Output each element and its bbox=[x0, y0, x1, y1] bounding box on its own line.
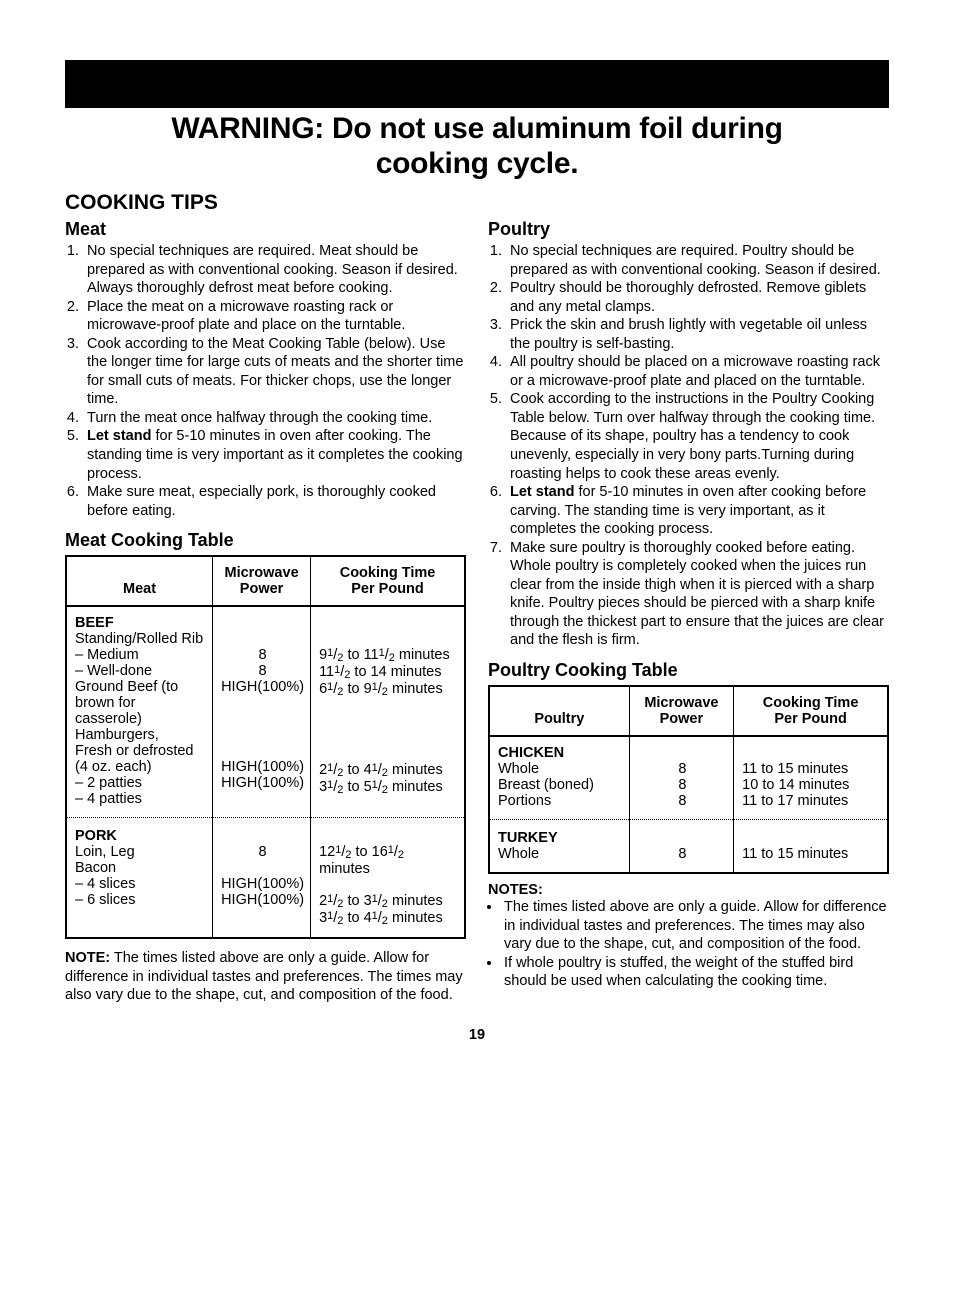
poultry-notes-label: NOTES: bbox=[488, 882, 889, 898]
tip-item: Make sure meat, especially pork, is thor… bbox=[83, 483, 466, 520]
tip-item: Turn the meat once halfway through the c… bbox=[83, 409, 466, 428]
meat-tips-list: No special techniques are required. Meat… bbox=[65, 242, 466, 520]
banner-bar bbox=[65, 60, 889, 108]
table-cell-time: 121/2 to 161/2 minutes21/2 to 31/2 minut… bbox=[311, 818, 465, 939]
poultry-notes-list: The times listed above are only a guide.… bbox=[488, 898, 889, 991]
table-cell-time: 11 to 15 minutes bbox=[734, 820, 888, 874]
tip-item: Prick the skin and brush lightly with ve… bbox=[506, 316, 889, 353]
table-cell-power: 888 bbox=[629, 736, 734, 820]
tip-item: Cook according to the instructions in th… bbox=[506, 390, 889, 483]
note-item: The times listed above are only a guide.… bbox=[502, 898, 889, 954]
table-cell-power: 88HIGH(100%)HIGH(100%)HIGH(100%) bbox=[213, 606, 311, 818]
table-cell-power: 8 bbox=[629, 820, 734, 874]
th-time: Cooking TimePer Pound bbox=[311, 556, 465, 606]
tip-item: No special techniques are required. Poul… bbox=[506, 242, 889, 279]
tip-item: Let stand for 5-10 minutes in oven after… bbox=[83, 427, 466, 483]
table-cell-time: 91/2 to 111/2 minutes111/2 to 14 minutes… bbox=[311, 606, 465, 818]
th-poultry: Poultry bbox=[489, 686, 629, 736]
meat-cooking-table: Meat MicrowavePower Cooking TimePer Poun… bbox=[65, 555, 466, 939]
th-power-p: MicrowavePower bbox=[629, 686, 734, 736]
table-cell-time: 11 to 15 minutes10 to 14 minutes11 to 17… bbox=[734, 736, 888, 820]
table-cell-name: PORKLoin, LegBacon– 4 slices– 6 slices bbox=[66, 818, 213, 939]
table-row: BEEFStanding/Rolled Rib– Medium– Well-do… bbox=[66, 606, 465, 818]
meat-note-text: The times listed above are only a guide.… bbox=[65, 950, 463, 1003]
warning-line2: cooking cycle. bbox=[65, 147, 889, 182]
col-right: Poultry No special techniques are requir… bbox=[488, 217, 889, 1005]
meat-note: NOTE: The times listed above are only a … bbox=[65, 949, 466, 1005]
th-power: MicrowavePower bbox=[213, 556, 311, 606]
table-cell-name: BEEFStanding/Rolled Rib– Medium– Well-do… bbox=[66, 606, 213, 818]
table-cell-name: CHICKENWholeBreast (boned)Portions bbox=[489, 736, 629, 820]
page-number: 19 bbox=[65, 1027, 889, 1043]
table-cell-name: TURKEYWhole bbox=[489, 820, 629, 874]
note-label: NOTE: bbox=[65, 950, 110, 966]
poultry-table-title: Poultry Cooking Table bbox=[488, 660, 889, 681]
table-row: TURKEYWhole811 to 15 minutes bbox=[489, 820, 888, 874]
warning-line1: WARNING: Do not use aluminum foil during bbox=[171, 112, 782, 145]
tip-item: Cook according to the Meat Cooking Table… bbox=[83, 335, 466, 409]
tip-item: Let stand for 5-10 minutes in oven after… bbox=[506, 483, 889, 539]
tip-item: All poultry should be placed on a microw… bbox=[506, 353, 889, 390]
table-row: PORKLoin, LegBacon– 4 slices– 6 slices8H… bbox=[66, 818, 465, 939]
th-meat: Meat bbox=[66, 556, 213, 606]
poultry-cooking-table: Poultry MicrowavePower Cooking TimePer P… bbox=[488, 685, 889, 874]
columns: Meat No special techniques are required.… bbox=[65, 217, 889, 1005]
table-row: CHICKENWholeBreast (boned)Portions88811 … bbox=[489, 736, 888, 820]
page: WARNING: Do not use aluminum foil during… bbox=[0, 0, 954, 1073]
poultry-heading: Poultry bbox=[488, 219, 889, 240]
tip-item: Make sure poultry is thoroughly cooked b… bbox=[506, 539, 889, 650]
note-item: If whole poultry is stuffed, the weight … bbox=[502, 954, 889, 991]
tip-item: No special techniques are required. Meat… bbox=[83, 242, 466, 298]
section-title: COOKING TIPS bbox=[65, 191, 889, 215]
th-time-p: Cooking TimePer Pound bbox=[734, 686, 888, 736]
poultry-tips-list: No special techniques are required. Poul… bbox=[488, 242, 889, 650]
tip-item: Place the meat on a microwave roasting r… bbox=[83, 298, 466, 335]
table-cell-power: 8HIGH(100%)HIGH(100%) bbox=[213, 818, 311, 939]
tip-item: Poultry should be thoroughly defrosted. … bbox=[506, 279, 889, 316]
col-left: Meat No special techniques are required.… bbox=[65, 217, 466, 1005]
warning-heading: WARNING: Do not use aluminum foil during… bbox=[65, 112, 889, 181]
meat-table-title: Meat Cooking Table bbox=[65, 530, 466, 551]
meat-heading: Meat bbox=[65, 219, 466, 240]
